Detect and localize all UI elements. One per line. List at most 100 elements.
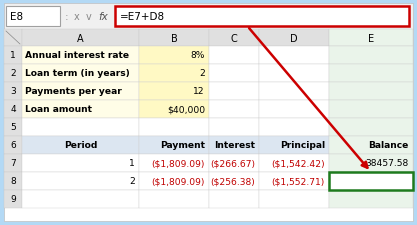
FancyBboxPatch shape [139,30,209,47]
FancyBboxPatch shape [22,83,139,101]
FancyBboxPatch shape [329,154,413,172]
FancyBboxPatch shape [4,65,22,83]
Text: 6: 6 [10,141,16,150]
Text: 36904.87: 36904.87 [365,177,409,186]
FancyBboxPatch shape [209,136,259,154]
FancyBboxPatch shape [4,83,22,101]
FancyBboxPatch shape [4,136,22,154]
Text: 12: 12 [193,87,205,96]
FancyBboxPatch shape [4,30,413,221]
Text: v: v [86,12,92,22]
FancyBboxPatch shape [259,47,329,65]
FancyBboxPatch shape [4,154,22,172]
FancyBboxPatch shape [209,190,259,208]
FancyBboxPatch shape [329,172,413,190]
FancyBboxPatch shape [209,30,259,47]
Text: Interest: Interest [214,141,255,150]
FancyBboxPatch shape [259,30,329,47]
FancyBboxPatch shape [139,65,209,83]
FancyBboxPatch shape [259,83,329,101]
FancyBboxPatch shape [22,136,139,154]
FancyBboxPatch shape [329,65,413,83]
Text: B: B [171,33,177,43]
FancyBboxPatch shape [209,154,259,172]
FancyBboxPatch shape [329,119,413,136]
Text: ($1,809.09): ($1,809.09) [152,159,205,168]
FancyBboxPatch shape [209,172,259,190]
Text: C: C [231,33,237,43]
FancyBboxPatch shape [4,101,22,119]
Text: ($1,809.09): ($1,809.09) [152,177,205,186]
Text: 8%: 8% [191,51,205,60]
FancyBboxPatch shape [139,119,209,136]
Text: ($1,542.42): ($1,542.42) [271,159,325,168]
Text: Balance: Balance [369,141,409,150]
Text: :: : [65,12,69,22]
FancyBboxPatch shape [329,136,413,154]
FancyBboxPatch shape [139,154,209,172]
Text: E8: E8 [10,12,23,22]
Text: x: x [74,12,80,22]
Text: 2: 2 [10,69,16,78]
Text: 4: 4 [10,105,16,114]
FancyBboxPatch shape [4,119,22,136]
FancyBboxPatch shape [209,47,259,65]
FancyBboxPatch shape [139,101,209,119]
FancyBboxPatch shape [139,47,209,65]
Text: E: E [368,33,374,43]
Text: $40,000: $40,000 [167,105,205,114]
Text: 8: 8 [10,177,16,186]
FancyBboxPatch shape [259,190,329,208]
Text: fx: fx [98,12,108,22]
FancyBboxPatch shape [329,47,413,65]
Text: ($266.67): ($266.67) [210,159,255,168]
Text: A: A [77,33,84,43]
Text: 2: 2 [129,177,135,186]
FancyBboxPatch shape [329,83,413,101]
Text: Loan amount: Loan amount [25,105,92,114]
Text: D: D [290,33,298,43]
Text: 1: 1 [129,159,135,168]
Text: ($1,552.71): ($1,552.71) [272,177,325,186]
Text: 38457.58: 38457.58 [366,159,409,168]
FancyBboxPatch shape [259,101,329,119]
FancyBboxPatch shape [259,172,329,190]
Text: 7: 7 [10,159,16,168]
FancyBboxPatch shape [115,7,409,27]
FancyBboxPatch shape [4,47,22,65]
Text: Payment: Payment [160,141,205,150]
FancyBboxPatch shape [259,65,329,83]
FancyBboxPatch shape [329,30,413,47]
FancyBboxPatch shape [209,83,259,101]
FancyBboxPatch shape [22,154,139,172]
FancyBboxPatch shape [139,83,209,101]
FancyBboxPatch shape [329,190,413,208]
FancyBboxPatch shape [259,119,329,136]
FancyBboxPatch shape [22,65,139,83]
Text: Payments per year: Payments per year [25,87,122,96]
FancyBboxPatch shape [22,47,139,65]
Text: 3: 3 [10,87,16,96]
FancyBboxPatch shape [329,101,413,119]
Text: Period: Period [64,141,97,150]
FancyBboxPatch shape [22,101,139,119]
Text: 9: 9 [10,195,16,204]
FancyBboxPatch shape [22,190,139,208]
Text: Annual interest rate: Annual interest rate [25,51,129,60]
FancyBboxPatch shape [259,154,329,172]
FancyBboxPatch shape [329,172,413,190]
FancyBboxPatch shape [6,7,60,27]
FancyBboxPatch shape [139,172,209,190]
Text: 1: 1 [10,51,16,60]
FancyBboxPatch shape [22,119,139,136]
FancyBboxPatch shape [139,136,209,154]
Text: ($256.38): ($256.38) [210,177,255,186]
FancyBboxPatch shape [22,172,139,190]
FancyBboxPatch shape [209,119,259,136]
FancyBboxPatch shape [4,30,22,47]
Text: Principal: Principal [280,141,325,150]
FancyBboxPatch shape [139,190,209,208]
FancyBboxPatch shape [4,4,413,30]
FancyBboxPatch shape [4,190,22,208]
Text: 2: 2 [199,69,205,78]
